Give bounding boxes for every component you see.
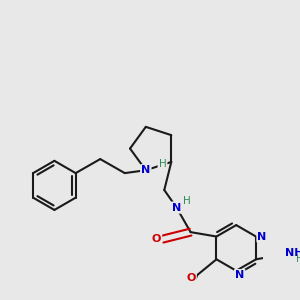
Text: N: N bbox=[235, 270, 244, 280]
Text: H: H bbox=[296, 254, 300, 264]
Text: H: H bbox=[183, 196, 191, 206]
Text: N: N bbox=[172, 202, 181, 213]
Text: N: N bbox=[141, 165, 150, 175]
Text: O: O bbox=[186, 273, 196, 283]
Text: O: O bbox=[152, 234, 161, 244]
Text: NH: NH bbox=[285, 248, 300, 258]
Text: N: N bbox=[257, 232, 267, 242]
Text: H: H bbox=[159, 159, 167, 169]
